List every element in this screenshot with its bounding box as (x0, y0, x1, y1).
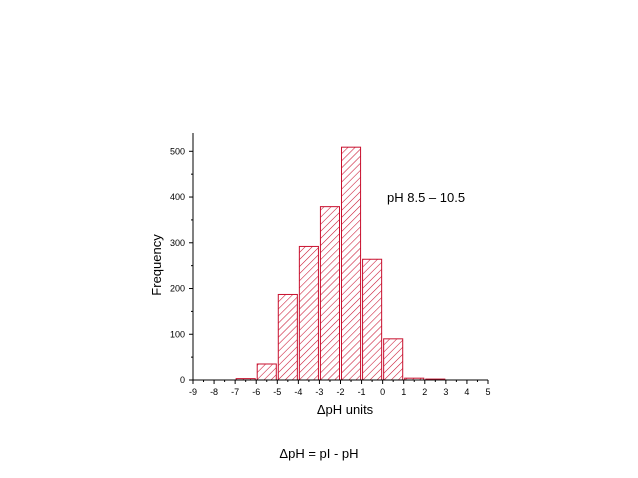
histogram-bar (319, 206, 340, 381)
bars-layer (235, 146, 446, 381)
x-tick-label: -2 (336, 387, 344, 397)
x-tick-label: -1 (358, 387, 366, 397)
x-tick-label: -8 (210, 387, 218, 397)
x-tick-label: -4 (294, 387, 302, 397)
x-tick-label: 0 (380, 387, 385, 397)
x-tick-label: -7 (231, 387, 239, 397)
axes-layer (192, 133, 488, 381)
x-tick-label: 4 (464, 387, 469, 397)
y-tick-label: 300 (170, 238, 185, 248)
histogram-bar (277, 293, 298, 381)
y-tick-label: 400 (170, 192, 185, 202)
y-tick-label: 500 (170, 146, 185, 156)
x-axis-title: ΔpH units (317, 402, 374, 417)
x-tick-label: 5 (485, 387, 490, 397)
series-annotation: pH 8.5 – 10.5 (387, 190, 465, 205)
histogram-bar (362, 258, 383, 381)
x-tick-label: -5 (273, 387, 281, 397)
x-tick-label: 2 (422, 387, 427, 397)
y-axis-title: Frequency (149, 234, 164, 296)
y-tick-label: 0 (180, 375, 185, 385)
equation-caption: ΔpH = pI - pH (279, 446, 359, 461)
y-tick-label: 200 (170, 284, 185, 294)
y-tick-label: 100 (170, 329, 185, 339)
histogram-bar (383, 338, 404, 381)
histogram-bar (256, 363, 277, 381)
x-tick-label: 3 (443, 387, 448, 397)
histogram-bar (298, 245, 319, 381)
ticks-layer: -9 -8 -7 -6 -5 -4 -3 -2 -1 0 1 2 3 4 5 0 100 200 300 400 500 (170, 146, 491, 397)
histogram-bar (341, 146, 362, 381)
x-tick-label: -3 (315, 387, 323, 397)
x-tick-label: 1 (401, 387, 406, 397)
x-tick-label: -6 (252, 387, 260, 397)
x-tick-label: -9 (189, 387, 197, 397)
